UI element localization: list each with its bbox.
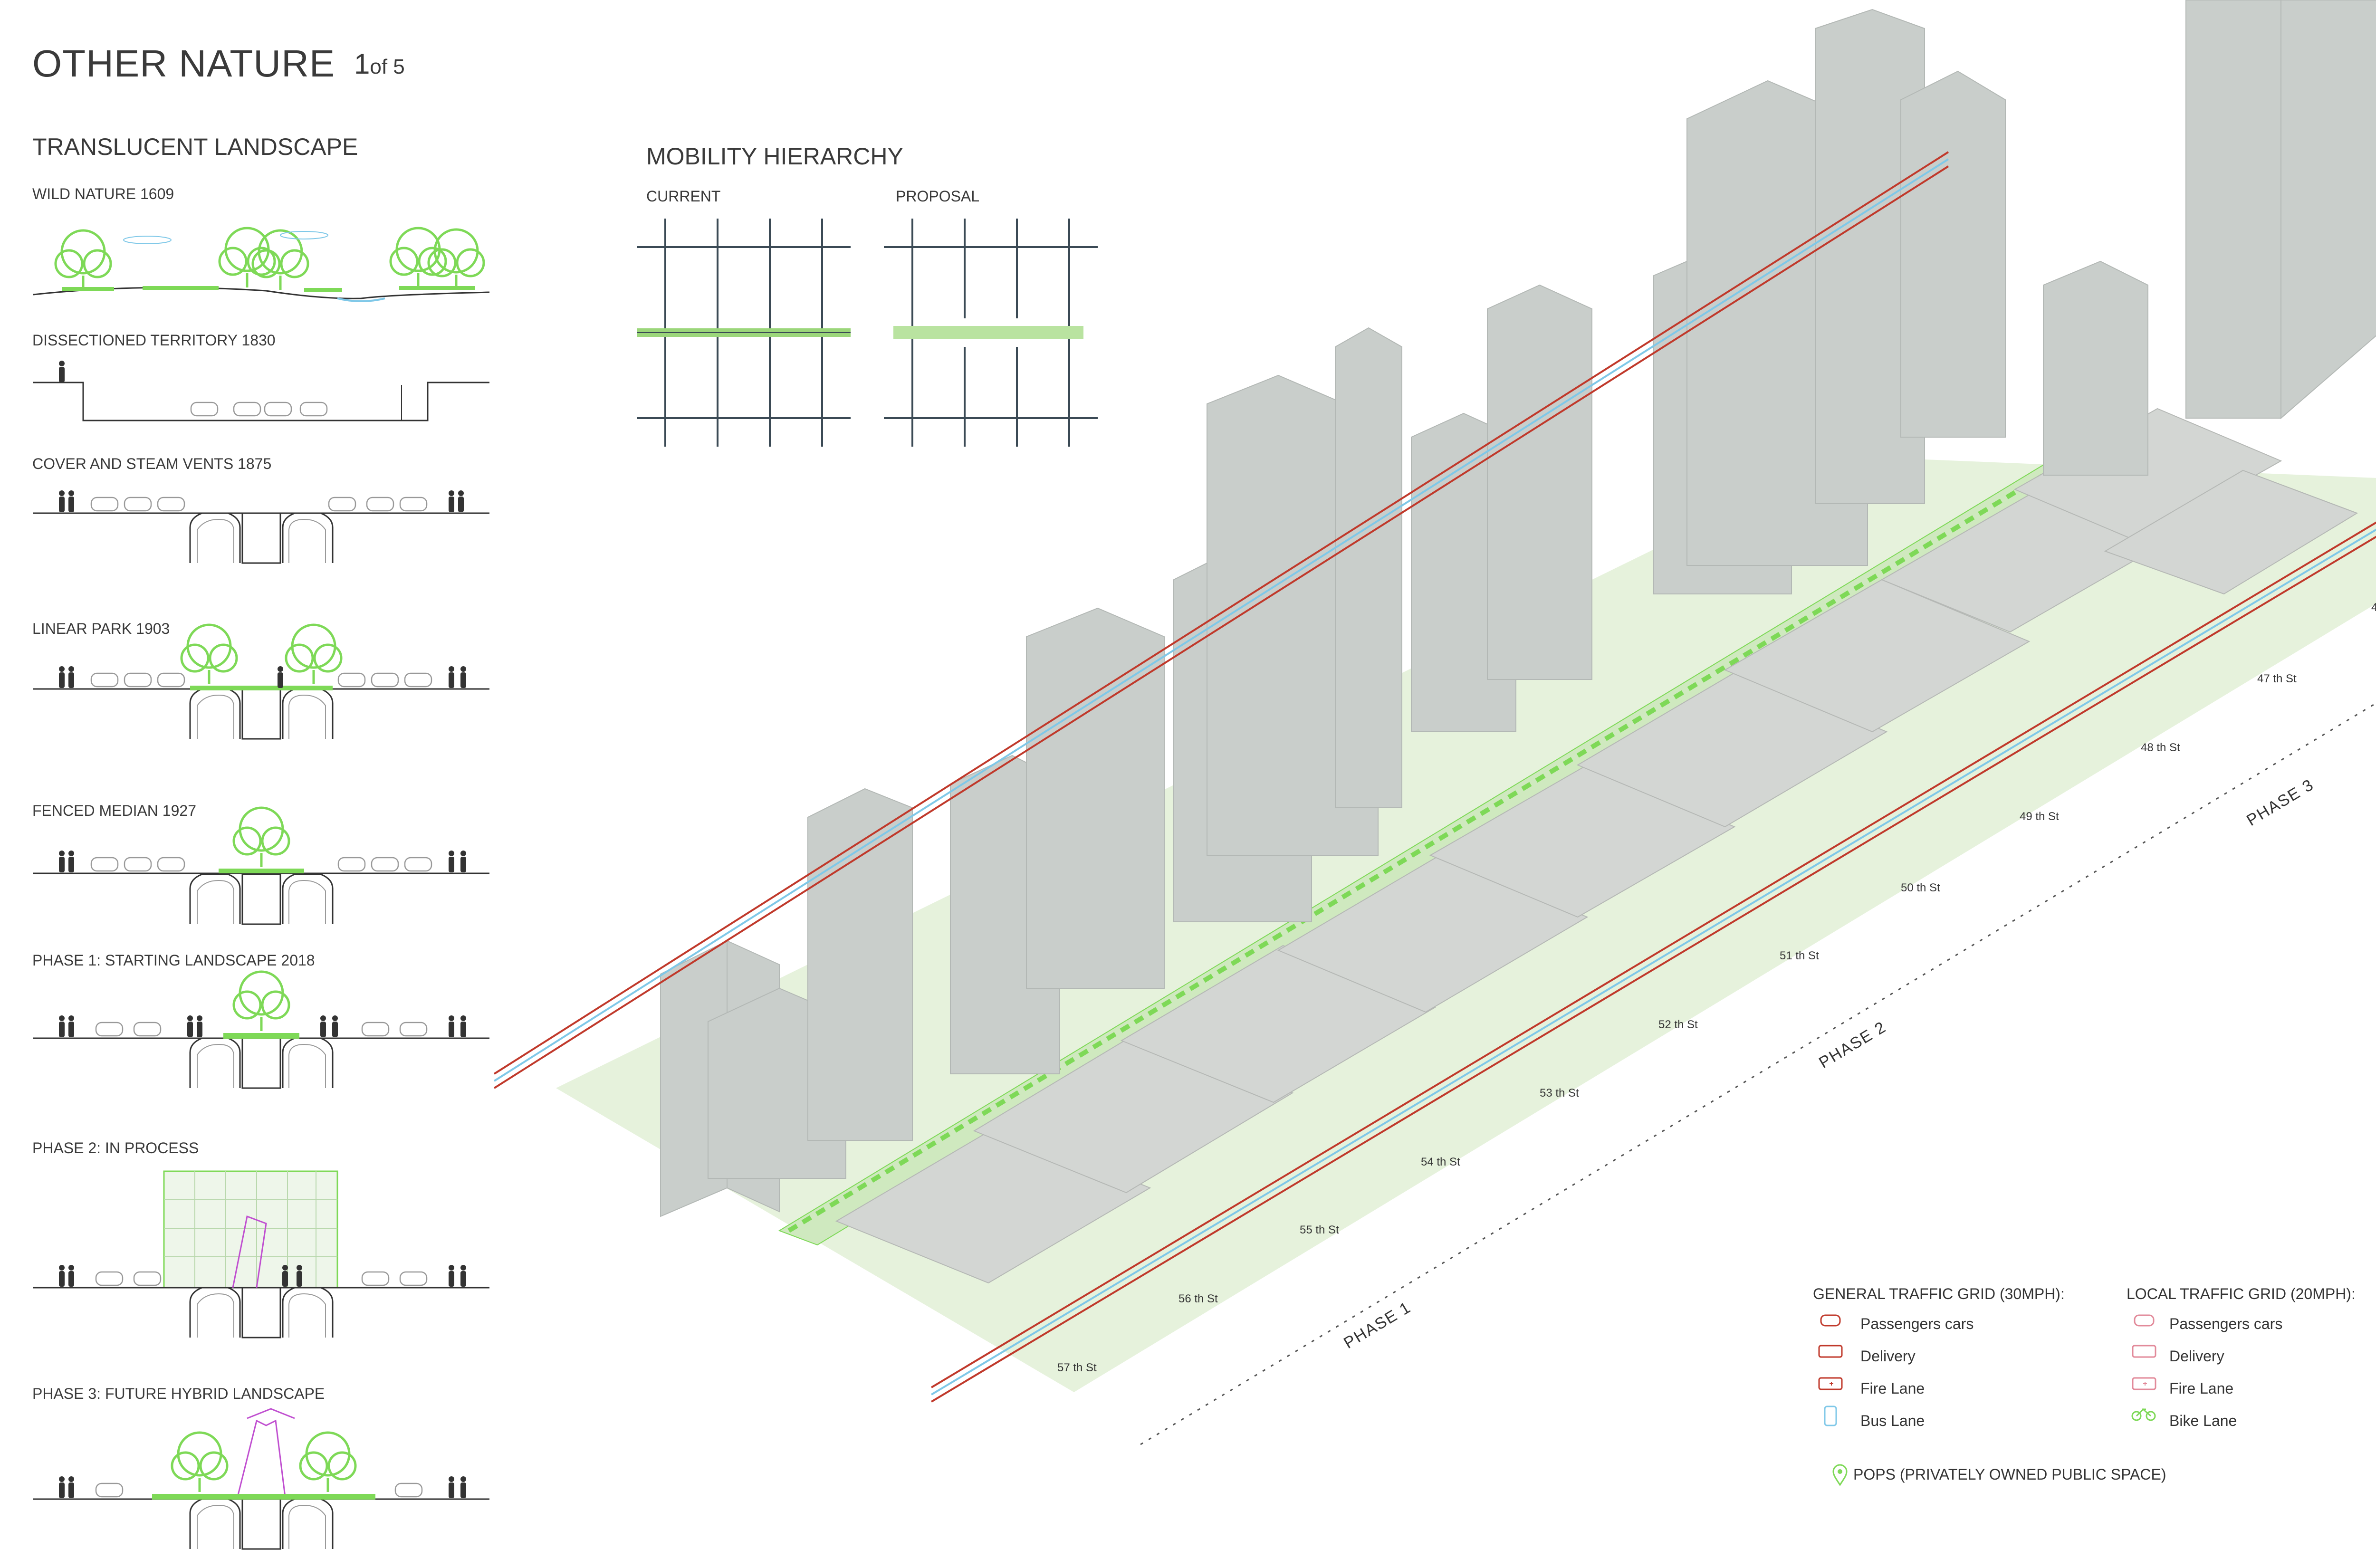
legend-local-item-3: Fire Lane bbox=[2169, 1380, 2234, 1397]
section-cover-vents bbox=[33, 490, 489, 564]
stage-label-3: COVER AND STEAM VENTS 1875 bbox=[32, 455, 272, 472]
mobility-diagrams bbox=[637, 219, 1098, 447]
legend-pops: POPS (PRIVATELY OWNED PUBLIC SPACE) bbox=[1853, 1466, 2166, 1483]
legend-general-title: GENERAL TRAFFIC GRID (30MPH): bbox=[1813, 1285, 2065, 1302]
stage-label-8: PHASE 3: FUTURE HYBRID LANDSCAPE bbox=[32, 1385, 325, 1402]
legend-local-title: LOCAL TRAFFIC GRID (20MPH): bbox=[2127, 1285, 2356, 1302]
page-number: 1of 5 bbox=[354, 48, 405, 80]
legend-local-item-2: Delivery bbox=[2169, 1348, 2224, 1365]
section-wild-nature bbox=[33, 228, 490, 302]
legend-general-item-2: Delivery bbox=[1860, 1348, 1916, 1365]
mobility-current-label: CURRENT bbox=[646, 188, 721, 205]
section-phase-2 bbox=[33, 1170, 489, 1339]
bus-icon bbox=[1824, 1405, 1837, 1426]
stage-label-4: LINEAR PARK 1903 bbox=[32, 620, 170, 637]
section-phase-3 bbox=[33, 1408, 489, 1550]
legend-local-item-4: Bike Lane bbox=[2169, 1412, 2237, 1429]
section-drawings bbox=[33, 0, 490, 1550]
delivery-truck-icon bbox=[2132, 1345, 2156, 1358]
legend-local-item-1: Passengers cars bbox=[2169, 1315, 2283, 1332]
street-label-50: 50 th St bbox=[1901, 881, 1940, 894]
street-label-53: 53 th St bbox=[1540, 1087, 1579, 1100]
bike-icon bbox=[2131, 1408, 2156, 1421]
car-icon bbox=[2134, 1314, 2155, 1327]
stage-label-2: DISSECTIONED TERRITORY 1830 bbox=[32, 332, 276, 349]
stage-label-1: WILD NATURE 1609 bbox=[32, 185, 174, 202]
street-label-48: 48 th St bbox=[2141, 741, 2180, 754]
phase-dotted-line bbox=[1140, 702, 2376, 1445]
section-linear-park bbox=[33, 625, 489, 740]
stage-label-5: FENCED MEDIAN 1927 bbox=[32, 802, 196, 819]
street-label-56: 56 th St bbox=[1178, 1292, 1218, 1305]
mobility-proposal-diagram bbox=[884, 219, 1098, 447]
city-blocks bbox=[835, 408, 2358, 1284]
legend-general-item-3: Fire Lane bbox=[1860, 1380, 1925, 1397]
car-icon bbox=[1820, 1314, 1841, 1327]
section-phase-1 bbox=[33, 972, 489, 1089]
translucent-heading: TRANSLUCENT LANDSCAPE bbox=[32, 134, 358, 160]
section-fenced-median bbox=[33, 808, 489, 925]
fire-truck-icon bbox=[1818, 1377, 1843, 1390]
street-label-47: 47 th St bbox=[2257, 672, 2297, 685]
page-current: 1 bbox=[354, 48, 370, 80]
street-label-52: 52 th St bbox=[1658, 1018, 1698, 1031]
section-dissectioned bbox=[33, 361, 489, 421]
street-label-55: 55 th St bbox=[1300, 1224, 1339, 1236]
street-label-54: 54 th St bbox=[1421, 1156, 1460, 1168]
fire-truck-icon bbox=[2132, 1377, 2156, 1390]
legend-general-item-4: Bus Lane bbox=[1860, 1412, 1925, 1429]
page-title: OTHER NATURE bbox=[32, 42, 335, 85]
page-total: of 5 bbox=[370, 55, 405, 78]
legend-general-item-1: Passengers cars bbox=[1860, 1315, 1974, 1332]
mobility-heading: MOBILITY HIERARCHY bbox=[646, 143, 903, 170]
street-label-46: 46 th St bbox=[2371, 601, 2376, 614]
delivery-truck-icon bbox=[1818, 1345, 1843, 1358]
stage-label-7: PHASE 2: IN PROCESS bbox=[32, 1139, 199, 1157]
pops-marker-icon bbox=[1832, 1464, 1848, 1486]
avenue-lines bbox=[493, 151, 2376, 1403]
legend-general-icons bbox=[1818, 1314, 1843, 1426]
legend-local-icons bbox=[2131, 1314, 2156, 1421]
mobility-current-diagram bbox=[637, 219, 851, 447]
street-label-57: 57 th St bbox=[1057, 1361, 1097, 1374]
mobility-proposal-label: PROPOSAL bbox=[896, 188, 980, 205]
towers bbox=[660, 0, 2376, 1217]
street-label-51: 51 th St bbox=[1780, 949, 1819, 962]
street-label-49: 49 th St bbox=[2020, 810, 2059, 823]
stage-label-6: PHASE 1: STARTING LANDSCAPE 2018 bbox=[32, 952, 315, 969]
